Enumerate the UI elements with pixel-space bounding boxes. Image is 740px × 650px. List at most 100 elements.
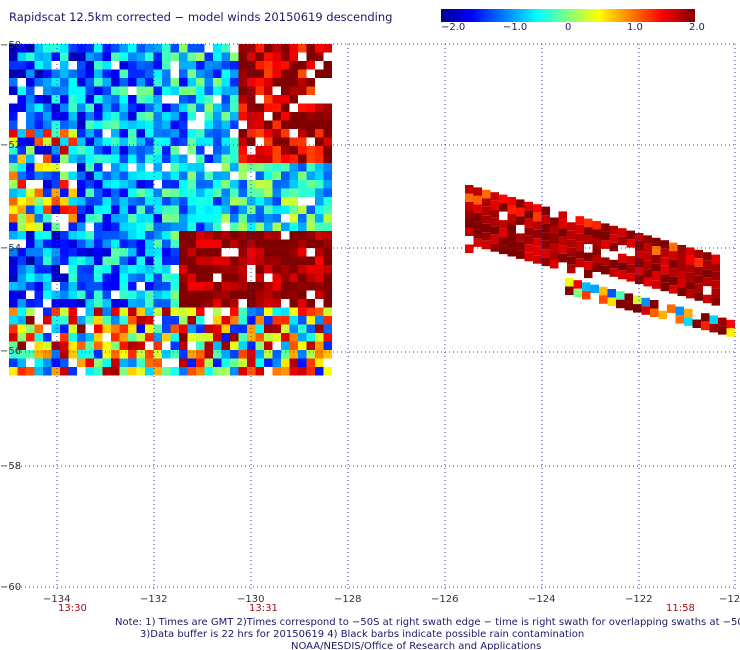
wind-cell	[43, 188, 52, 197]
wind-cell	[281, 324, 290, 333]
wind-cell	[162, 222, 171, 231]
wind-cell	[213, 231, 222, 240]
wind-cell	[490, 192, 499, 201]
wind-cell	[77, 61, 86, 70]
wind-cell	[298, 333, 307, 342]
wind-cell	[686, 264, 695, 273]
wind-cell	[17, 137, 26, 146]
wind-cell	[85, 86, 94, 95]
wind-cell	[255, 86, 264, 95]
wind-cell	[102, 120, 111, 129]
wind-cell	[281, 69, 290, 78]
wind-cell	[323, 120, 332, 129]
wind-cell	[85, 239, 94, 248]
wind-cell	[187, 44, 196, 53]
wind-cell	[213, 290, 222, 299]
wind-cell	[264, 333, 273, 342]
wind-cell	[94, 316, 103, 325]
colorbar-label-zero: 0	[565, 22, 572, 33]
wind-cell	[68, 188, 77, 197]
wind-cell	[51, 290, 60, 299]
wind-cell	[584, 252, 593, 262]
wind-cell	[102, 316, 111, 325]
wind-cell	[94, 367, 103, 376]
wind-cell	[162, 273, 171, 282]
wind-cell	[221, 120, 230, 129]
wind-cell	[26, 222, 35, 231]
wind-cell	[272, 95, 281, 104]
wind-cell	[507, 231, 516, 240]
wind-cell	[136, 231, 145, 240]
wind-cell	[170, 282, 179, 291]
wind-cell	[196, 95, 205, 104]
wind-cell	[162, 112, 171, 121]
wind-cell	[315, 324, 324, 333]
wind-cell	[230, 78, 239, 87]
wind-cell	[136, 333, 145, 342]
wind-cell	[179, 307, 188, 316]
wind-cell	[26, 86, 35, 95]
wind-cell	[111, 197, 120, 206]
wind-cell	[592, 263, 601, 272]
wind-cell	[281, 52, 290, 61]
wind-cell	[119, 188, 128, 197]
wind-cell	[136, 120, 145, 129]
wind-cell	[213, 61, 222, 70]
wind-cell	[187, 188, 196, 197]
wind-cell	[247, 239, 256, 248]
wind-cell	[153, 188, 162, 197]
wind-cell	[60, 273, 69, 282]
map-title: Rapidscat 12.5km corrected − model winds…	[9, 10, 393, 24]
wind-cell	[272, 137, 281, 146]
wind-cell	[145, 273, 154, 282]
wind-cell	[213, 350, 222, 359]
wind-cell	[541, 223, 550, 233]
wind-cell	[60, 290, 69, 299]
wind-cell	[204, 188, 213, 197]
wind-cell	[111, 256, 120, 265]
wind-cell	[111, 214, 120, 223]
wind-cell	[119, 282, 128, 291]
wind-cell	[567, 222, 576, 231]
wind-cell	[204, 367, 213, 376]
wind-cell	[162, 44, 171, 53]
wind-cell	[323, 231, 332, 240]
wind-cell	[247, 86, 256, 95]
wind-cell	[60, 316, 69, 325]
wind-cell	[187, 197, 196, 206]
wind-cell	[153, 112, 162, 121]
wind-cell	[60, 44, 69, 53]
wind-cell	[524, 252, 533, 262]
wind-cell	[77, 358, 86, 367]
wind-cell	[196, 154, 205, 163]
wind-cell	[516, 199, 525, 208]
wind-cell	[507, 248, 516, 257]
wind-cell	[533, 238, 542, 247]
wind-cell	[68, 95, 77, 104]
wind-cell	[153, 265, 162, 274]
wind-cell	[162, 324, 171, 333]
wind-cell	[119, 197, 128, 206]
wind-cell	[213, 129, 222, 138]
wind-cell	[179, 316, 188, 325]
wind-cell	[179, 341, 188, 350]
wind-cell	[102, 350, 111, 359]
wind-cell	[119, 205, 128, 214]
wind-cell	[641, 297, 650, 307]
wind-cell	[51, 341, 60, 350]
wind-cell	[264, 341, 273, 350]
wind-cell	[179, 239, 188, 248]
wind-cell	[9, 129, 18, 138]
wind-cell	[315, 282, 324, 291]
wind-cell	[51, 78, 60, 87]
wind-cell	[60, 137, 69, 146]
wind-cell	[272, 307, 281, 316]
lat-label-52s: −52	[0, 140, 22, 151]
wind-cell	[306, 61, 315, 70]
wind-cell	[170, 367, 179, 376]
wind-cell	[701, 321, 710, 331]
wind-cell	[136, 180, 145, 189]
wind-cell	[626, 256, 635, 265]
wind-cell	[230, 282, 239, 291]
wind-cell	[17, 103, 26, 112]
